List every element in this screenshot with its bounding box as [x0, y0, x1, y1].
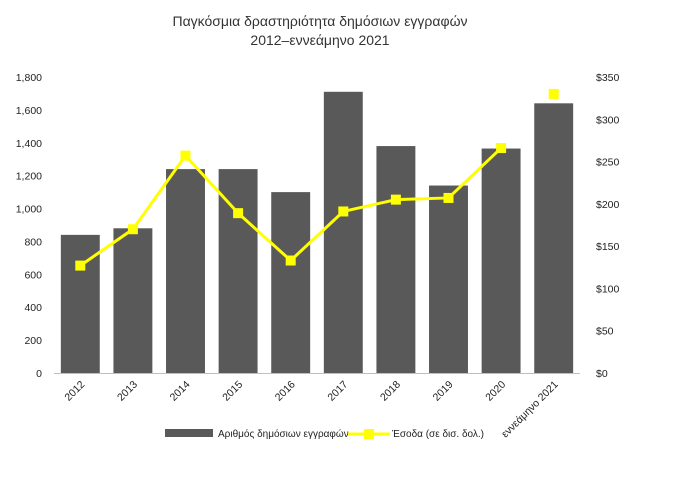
y-right-tick-label: $150 [596, 241, 620, 253]
bar [271, 192, 311, 373]
line-point [338, 206, 349, 217]
y-right-tick-label: $250 [596, 157, 620, 169]
x-tick-label: 2012 [62, 379, 87, 404]
line-point [285, 255, 296, 266]
bar [323, 91, 363, 374]
line-point [180, 150, 191, 161]
legend-label-line: Έσοδα (σε δισ. δολ.) [391, 429, 484, 440]
y-left-tick-label: 400 [24, 302, 42, 314]
legend-swatch-marker [364, 429, 374, 439]
y-right-tick-label: $0 [596, 368, 608, 380]
bar [376, 146, 416, 373]
x-tick-label: 2014 [168, 379, 193, 404]
y-left-tick-label: 1,800 [16, 72, 42, 84]
bar [481, 148, 521, 373]
legend-swatch-bars [165, 429, 213, 437]
chart-subtitle: 2012–εννεάμηνο 2021 [250, 32, 389, 48]
line-point [443, 192, 454, 203]
y-left-tick-label: 1,600 [16, 105, 42, 117]
y-left-tick-label: 800 [24, 236, 42, 248]
left-axis: 0 200 400 600 800 1,000 1,200 1,400 1,600 1,800 [16, 72, 42, 380]
line-point [496, 143, 507, 154]
bar [113, 228, 153, 373]
bar [166, 169, 205, 373]
x-tick-label: 2020 [483, 379, 508, 404]
bar [218, 169, 258, 373]
x-tick-label: 2016 [273, 379, 298, 404]
bar-series [60, 91, 574, 374]
line-point [75, 260, 86, 271]
y-right-tick-label: $200 [596, 199, 620, 211]
line-series [75, 88, 559, 271]
bar [429, 185, 468, 373]
x-tick-label: εννεάμηνο 2021 [499, 379, 561, 441]
right-axis: $0 $50 $100 $150 $200 $250 $300 $350 [596, 72, 620, 380]
legend-item-bars: Αριθμός δημόσιων εγγραφών [165, 428, 349, 440]
y-right-tick-label: $50 [596, 326, 614, 338]
y-left-tick-label: 0 [36, 368, 42, 380]
legend-label-bars: Αριθμός δημόσιων εγγραφών [218, 428, 349, 440]
y-right-tick-label: $100 [596, 283, 620, 295]
y-left-tick-label: 1,400 [16, 138, 42, 150]
line-point [390, 194, 401, 205]
y-left-tick-label: 1,000 [16, 204, 42, 216]
x-tick-label: 2017 [325, 379, 350, 404]
legend: Αριθμός δημόσιων εγγραφών Έσοδα (σε δισ.… [165, 428, 484, 440]
x-tick-label: 2015 [220, 379, 245, 404]
line-point [233, 208, 244, 219]
line-point [127, 224, 138, 235]
x-tick-label: 2018 [378, 379, 403, 404]
y-left-tick-label: 600 [24, 269, 42, 281]
line-point [548, 88, 559, 99]
chart-title: Παγκόσμια δραστηριότητα δημόσιων εγγραφώ… [172, 13, 467, 29]
y-left-tick-label: 1,200 [16, 171, 42, 183]
legend-item-line: Έσοδα (σε δισ. δολ.) [348, 429, 484, 440]
y-left-tick-label: 200 [24, 335, 42, 347]
x-tick-label: 2019 [431, 379, 456, 404]
y-right-tick-label: $300 [596, 114, 620, 126]
bar [534, 103, 574, 374]
y-right-tick-label: $350 [596, 72, 620, 84]
x-tick-label: 2013 [115, 379, 140, 404]
